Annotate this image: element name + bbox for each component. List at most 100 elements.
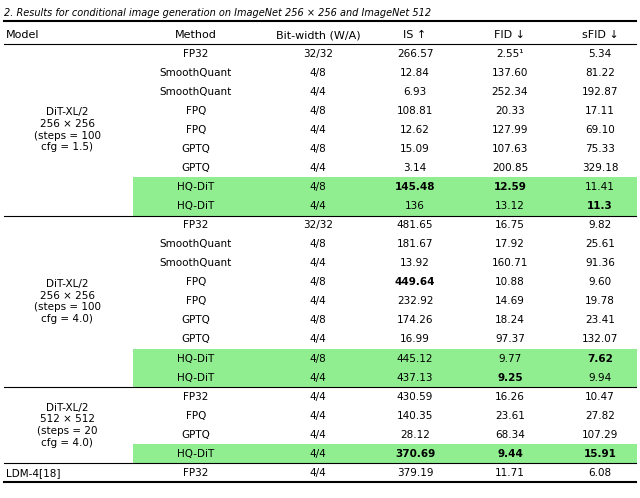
Text: HQ-DiT: HQ-DiT [177, 201, 214, 211]
Text: 6.93: 6.93 [403, 87, 427, 97]
Text: 4/8: 4/8 [310, 144, 326, 154]
Text: 4/4: 4/4 [310, 296, 326, 306]
Text: 17.92: 17.92 [495, 239, 525, 249]
Text: 192.87: 192.87 [582, 87, 618, 97]
Bar [133, 368, 637, 387]
Text: 9.94: 9.94 [588, 373, 612, 382]
Text: 27.82: 27.82 [585, 411, 615, 421]
Text: 23.61: 23.61 [495, 411, 525, 421]
Text: SmoothQuant: SmoothQuant [160, 87, 232, 97]
Text: 16.99: 16.99 [400, 335, 430, 345]
Text: 5.34: 5.34 [588, 48, 612, 59]
Text: 13.92: 13.92 [400, 258, 430, 268]
Text: FPQ: FPQ [186, 411, 206, 421]
Text: 17.11: 17.11 [585, 106, 615, 116]
Text: 252.34: 252.34 [492, 87, 528, 97]
Text: 4/4: 4/4 [310, 258, 326, 268]
Text: 160.71: 160.71 [492, 258, 528, 268]
Text: 266.57: 266.57 [397, 48, 433, 59]
Text: FP32: FP32 [183, 468, 209, 478]
Text: FP32: FP32 [183, 48, 209, 59]
Text: GPTQ: GPTQ [182, 315, 211, 325]
Text: 11.71: 11.71 [495, 468, 525, 478]
Text: 15.09: 15.09 [400, 144, 430, 154]
Text: FPQ: FPQ [186, 106, 206, 116]
Bar [133, 444, 637, 464]
Text: FPQ: FPQ [186, 296, 206, 306]
Text: IS ↑: IS ↑ [403, 30, 427, 40]
Text: 437.13: 437.13 [397, 373, 433, 382]
Text: 11.3: 11.3 [587, 201, 613, 211]
Text: GPTQ: GPTQ [182, 430, 211, 440]
Text: 4/4: 4/4 [310, 468, 326, 478]
Text: 145.48: 145.48 [395, 182, 435, 192]
Text: DiT-XL/2
256 × 256
(steps = 100
cfg = 1.5): DiT-XL/2 256 × 256 (steps = 100 cfg = 1.… [33, 108, 100, 152]
Text: 2.55¹: 2.55¹ [496, 48, 524, 59]
Text: 140.35: 140.35 [397, 411, 433, 421]
Text: 97.37: 97.37 [495, 335, 525, 345]
Text: LDM-4[18]: LDM-4[18] [6, 468, 61, 478]
Text: HQ-DiT: HQ-DiT [177, 354, 214, 364]
Text: Bit-width (W/A): Bit-width (W/A) [276, 30, 360, 40]
Text: 2. Results for conditional image generation on ImageNet 256 × 256 and ImageNet 5: 2. Results for conditional image generat… [4, 8, 431, 18]
Text: 4/8: 4/8 [310, 354, 326, 364]
Text: 10.88: 10.88 [495, 277, 525, 287]
Text: FP32: FP32 [183, 220, 209, 230]
Text: 4/4: 4/4 [310, 430, 326, 440]
Text: 4/8: 4/8 [310, 239, 326, 249]
Text: 12.59: 12.59 [493, 182, 527, 192]
Text: FPQ: FPQ [186, 277, 206, 287]
Text: 75.33: 75.33 [585, 144, 615, 154]
Text: DiT-XL/2
512 × 512
(steps = 20
cfg = 4.0): DiT-XL/2 512 × 512 (steps = 20 cfg = 4.0… [36, 403, 97, 448]
Text: GPTQ: GPTQ [182, 335, 211, 345]
Text: 16.75: 16.75 [495, 220, 525, 230]
Text: 174.26: 174.26 [397, 315, 433, 325]
Text: GPTQ: GPTQ [182, 144, 211, 154]
Text: 4/4: 4/4 [310, 373, 326, 382]
Text: 430.59: 430.59 [397, 392, 433, 402]
Text: 91.36: 91.36 [585, 258, 615, 268]
Text: 20.33: 20.33 [495, 106, 525, 116]
Text: 25.61: 25.61 [585, 239, 615, 249]
Text: 232.92: 232.92 [397, 296, 433, 306]
Text: 28.12: 28.12 [400, 430, 430, 440]
Text: Method: Method [175, 30, 217, 40]
Text: 4/8: 4/8 [310, 68, 326, 78]
Text: 4/4: 4/4 [310, 163, 326, 173]
Text: 16.26: 16.26 [495, 392, 525, 402]
Text: 15.91: 15.91 [584, 449, 616, 459]
Text: 12.62: 12.62 [400, 125, 430, 135]
Text: 127.99: 127.99 [492, 125, 528, 135]
Text: 7.62: 7.62 [587, 354, 613, 364]
Text: SmoothQuant: SmoothQuant [160, 258, 232, 268]
Text: HQ-DiT: HQ-DiT [177, 449, 214, 459]
Text: 9.25: 9.25 [497, 373, 523, 382]
Text: 132.07: 132.07 [582, 335, 618, 345]
Text: 19.78: 19.78 [585, 296, 615, 306]
Text: 32/32: 32/32 [303, 220, 333, 230]
Text: GPTQ: GPTQ [182, 163, 211, 173]
Text: SmoothQuant: SmoothQuant [160, 68, 232, 78]
Text: 69.10: 69.10 [585, 125, 615, 135]
Text: 4/4: 4/4 [310, 335, 326, 345]
Text: 181.67: 181.67 [397, 239, 433, 249]
Bar [133, 197, 637, 216]
Text: 23.41: 23.41 [585, 315, 615, 325]
Bar [133, 177, 637, 197]
Text: 14.69: 14.69 [495, 296, 525, 306]
Text: 4/4: 4/4 [310, 125, 326, 135]
Text: 449.64: 449.64 [395, 277, 435, 287]
Text: 68.34: 68.34 [495, 430, 525, 440]
Text: 4/8: 4/8 [310, 106, 326, 116]
Text: 4/4: 4/4 [310, 411, 326, 421]
Text: 107.63: 107.63 [492, 144, 528, 154]
Text: 9.44: 9.44 [497, 449, 523, 459]
Text: FP32: FP32 [183, 392, 209, 402]
Text: 4/4: 4/4 [310, 392, 326, 402]
Text: 81.22: 81.22 [585, 68, 615, 78]
Text: 4/4: 4/4 [310, 201, 326, 211]
Text: FID ↓: FID ↓ [495, 30, 525, 40]
Text: 4/4: 4/4 [310, 87, 326, 97]
Text: HQ-DiT: HQ-DiT [177, 182, 214, 192]
Text: 200.85: 200.85 [492, 163, 528, 173]
